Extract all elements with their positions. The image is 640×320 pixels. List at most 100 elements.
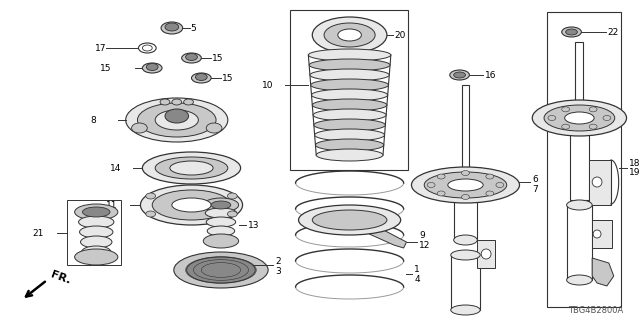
Text: 15: 15 — [212, 53, 223, 62]
Ellipse shape — [191, 73, 211, 83]
Ellipse shape — [312, 89, 388, 101]
Text: 11: 11 — [106, 201, 118, 210]
Ellipse shape — [211, 201, 231, 209]
Text: 5: 5 — [191, 23, 196, 33]
Ellipse shape — [172, 99, 182, 105]
Ellipse shape — [184, 99, 193, 105]
Ellipse shape — [160, 99, 170, 105]
Ellipse shape — [316, 149, 383, 161]
Text: 15: 15 — [222, 74, 234, 83]
Ellipse shape — [165, 109, 189, 123]
Ellipse shape — [454, 72, 465, 78]
Ellipse shape — [79, 226, 113, 238]
Ellipse shape — [451, 250, 480, 260]
Text: 22: 22 — [607, 28, 618, 36]
Text: 20: 20 — [395, 30, 406, 39]
Text: 10: 10 — [262, 81, 273, 90]
Ellipse shape — [589, 107, 597, 112]
Ellipse shape — [312, 99, 387, 111]
Ellipse shape — [412, 167, 520, 203]
Text: 2: 2 — [275, 258, 280, 267]
Ellipse shape — [227, 193, 237, 199]
Ellipse shape — [79, 216, 114, 228]
Ellipse shape — [138, 43, 156, 53]
Ellipse shape — [593, 230, 601, 238]
Ellipse shape — [146, 193, 156, 199]
Ellipse shape — [142, 152, 241, 184]
Ellipse shape — [81, 246, 111, 258]
Ellipse shape — [174, 252, 268, 288]
Bar — [575, 42, 583, 118]
Ellipse shape — [312, 210, 387, 230]
Text: FR.: FR. — [49, 270, 72, 286]
Bar — [451, 255, 480, 310]
Text: 15: 15 — [100, 63, 112, 73]
Text: 6: 6 — [532, 174, 538, 183]
Ellipse shape — [315, 129, 385, 141]
Ellipse shape — [182, 53, 202, 63]
Ellipse shape — [450, 70, 469, 80]
Bar — [566, 205, 592, 280]
Text: 18: 18 — [628, 158, 640, 167]
Text: 1: 1 — [415, 266, 420, 275]
Text: 9: 9 — [419, 230, 425, 239]
Ellipse shape — [461, 171, 469, 175]
Ellipse shape — [146, 211, 156, 217]
Ellipse shape — [548, 116, 556, 121]
Ellipse shape — [481, 249, 491, 259]
Ellipse shape — [310, 79, 388, 91]
Ellipse shape — [205, 208, 237, 218]
Ellipse shape — [132, 123, 147, 133]
Ellipse shape — [451, 305, 480, 315]
Bar — [547, 12, 621, 307]
Polygon shape — [369, 225, 406, 248]
Ellipse shape — [566, 29, 577, 35]
Ellipse shape — [544, 105, 615, 131]
Ellipse shape — [562, 107, 570, 112]
Ellipse shape — [314, 119, 385, 131]
Ellipse shape — [140, 185, 243, 225]
Bar — [67, 200, 121, 265]
Bar — [477, 240, 495, 268]
Ellipse shape — [81, 236, 112, 248]
Ellipse shape — [75, 249, 118, 265]
Ellipse shape — [187, 257, 255, 283]
Ellipse shape — [152, 190, 231, 220]
Ellipse shape — [170, 161, 213, 175]
Ellipse shape — [566, 275, 592, 285]
Ellipse shape — [532, 100, 627, 136]
Ellipse shape — [437, 191, 445, 196]
Ellipse shape — [486, 174, 493, 179]
Ellipse shape — [204, 198, 239, 212]
Ellipse shape — [75, 204, 118, 220]
Bar — [454, 175, 477, 240]
Ellipse shape — [562, 124, 570, 129]
Ellipse shape — [195, 74, 207, 81]
Ellipse shape — [206, 123, 222, 133]
Ellipse shape — [83, 207, 110, 217]
Ellipse shape — [227, 211, 237, 217]
Ellipse shape — [461, 195, 469, 199]
Ellipse shape — [316, 139, 384, 151]
Ellipse shape — [125, 98, 228, 142]
Ellipse shape — [564, 112, 594, 124]
Ellipse shape — [161, 22, 182, 34]
Ellipse shape — [309, 59, 390, 71]
Ellipse shape — [313, 109, 386, 121]
Text: 19: 19 — [628, 167, 640, 177]
Ellipse shape — [496, 182, 504, 188]
Ellipse shape — [603, 116, 611, 121]
Text: 7: 7 — [532, 185, 538, 194]
Text: 17: 17 — [95, 44, 106, 52]
Ellipse shape — [562, 27, 581, 37]
Ellipse shape — [592, 177, 602, 187]
Ellipse shape — [165, 23, 179, 31]
Text: 4: 4 — [415, 276, 420, 284]
Ellipse shape — [186, 53, 197, 60]
Bar — [592, 220, 612, 248]
Ellipse shape — [589, 124, 597, 129]
Ellipse shape — [454, 235, 477, 245]
Ellipse shape — [155, 157, 228, 179]
Bar — [290, 10, 408, 170]
Text: TBG4B2800A: TBG4B2800A — [568, 306, 623, 315]
